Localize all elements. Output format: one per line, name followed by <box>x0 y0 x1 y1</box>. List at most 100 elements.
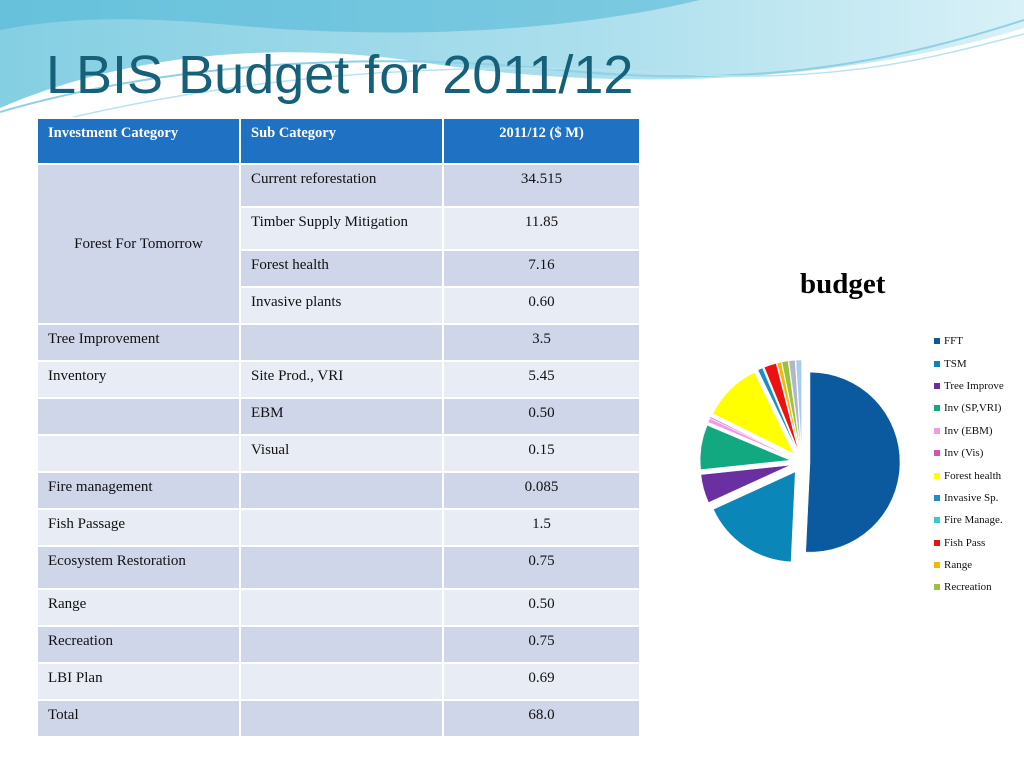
value-cell: 1.5 <box>442 508 641 547</box>
legend-item: Fish Pass <box>934 532 1024 554</box>
value-cell: 0.75 <box>442 625 641 664</box>
value-cell: 34.515 <box>442 163 641 208</box>
legend-label: Tree Improve <box>944 379 1004 392</box>
pie-slice-tsm <box>713 471 796 563</box>
pie-slice-tree-improve <box>700 464 791 503</box>
value-cell: 7.16 <box>442 249 641 288</box>
legend-swatch <box>934 450 940 457</box>
sub-category-cell: Timber Supply Mitigation <box>239 206 444 251</box>
value-cell: 5.45 <box>442 360 641 399</box>
legend-swatch <box>934 584 940 591</box>
table-row: Timber Supply Mitigation 11.85 <box>37 206 641 251</box>
legend-item: Tree Improve <box>934 375 1024 397</box>
legend-swatch <box>934 360 940 367</box>
legend-swatch <box>934 382 940 389</box>
legend-item: Inv (Vis) <box>934 442 1024 464</box>
table-row: Ecosystem Restoration 0.75 <box>36 545 641 590</box>
legend-swatch <box>934 517 940 524</box>
value-cell: 0.60 <box>442 286 641 325</box>
value-cell: 0.75 <box>442 545 641 590</box>
category-cell: LBI Plan <box>36 662 241 701</box>
pie-slice-fish-pass <box>763 363 799 451</box>
sub-category-cell: EBM <box>239 397 444 436</box>
table-header-row: Investment Category Sub Category 2011/12… <box>36 117 641 165</box>
header-wave-decoration <box>0 0 1024 126</box>
legend-label: Range <box>944 559 973 572</box>
table-row: Recreation 0.75 <box>36 625 641 664</box>
category-cell <box>36 397 241 436</box>
value-cell: 0.50 <box>442 397 641 436</box>
legend-swatch <box>934 427 940 434</box>
pie-slice-inv-vis <box>709 416 792 457</box>
chart-legend: FFT TSM Tree Improve Inv (SP,VRI) Inv (EBM) I… <box>934 330 1024 599</box>
legend-item: Forest health <box>934 464 1024 486</box>
pie-slice-lbi-plan <box>795 359 802 451</box>
sub-category-cell <box>239 545 444 590</box>
table-row: Inventory Site Prod., VRI 5.45 <box>36 360 641 399</box>
legend-item: TSM <box>934 352 1024 374</box>
table-row: Fire management 0.085 <box>36 471 641 510</box>
legend-item: Inv (EBM) <box>934 420 1024 442</box>
table-row: Tree Improvement 3.5 <box>36 323 641 362</box>
pie-slice-invasive-sp <box>757 367 798 452</box>
sub-category-cell: Invasive plants <box>239 286 444 325</box>
legend-item: Inv (SP,VRI) <box>934 397 1024 419</box>
sub-category-cell <box>239 588 444 627</box>
pie-slice-inv-ebm <box>707 418 792 458</box>
sub-category-cell <box>239 662 444 701</box>
sub-category-cell <box>239 471 444 510</box>
category-cell: Fire management <box>36 471 241 510</box>
sub-category-cell <box>239 625 444 664</box>
pie-slice-range <box>776 361 800 451</box>
total-value-cell: 68.0 <box>442 699 641 738</box>
value-cell: 0.50 <box>442 588 641 627</box>
table-row: LBI Plan 0.69 <box>36 662 641 701</box>
pie-slice-fire-manage <box>762 367 798 452</box>
legend-label: Fish Pass <box>944 536 986 549</box>
sub-category-cell <box>239 699 444 738</box>
category-cell: Ecosystem Restoration <box>36 545 241 590</box>
sub-category-cell: Visual <box>239 434 444 473</box>
sub-category-cell: Forest health <box>239 249 444 288</box>
value-cell: 11.85 <box>442 206 641 251</box>
category-cell <box>36 434 241 473</box>
header-sub-category: Sub Category <box>239 117 444 165</box>
value-cell: 0.69 <box>442 662 641 701</box>
legend-label: Fire Manage. <box>944 514 1003 527</box>
legend-label: Inv (EBM) <box>944 424 993 437</box>
pie-slice-eco-rest <box>788 359 802 451</box>
table-row: EBM 0.50 <box>36 397 641 436</box>
category-cell: Range <box>36 588 241 627</box>
pie-slice-fft <box>805 371 901 553</box>
sub-category-cell: Current reforestation <box>239 163 444 208</box>
value-cell: 3.5 <box>442 323 641 362</box>
legend-label: Forest health <box>944 469 1002 482</box>
table-row: Forest health 7.16 <box>37 249 641 288</box>
category-cell: Fish Passage <box>36 508 241 547</box>
legend-item: FFT <box>934 330 1024 352</box>
category-cell-merged: Forest For Tomorrow <box>36 163 241 325</box>
total-row: Total 68.0 <box>36 699 641 738</box>
value-cell: 0.085 <box>442 471 641 510</box>
category-cell: Recreation <box>36 625 241 664</box>
legend-swatch <box>934 338 940 345</box>
table-row: Range 0.50 <box>36 588 641 627</box>
chart-title: budget <box>800 268 886 300</box>
legend-swatch <box>934 562 940 569</box>
value-cell: 0.15 <box>442 434 641 473</box>
budget-pie-chart <box>699 359 901 563</box>
page-title: LBIS Budget for 2011/12 <box>46 45 634 105</box>
legend-swatch <box>934 472 940 479</box>
pie-slice-recreation <box>781 360 801 451</box>
table-row: Forest For Tomorrow Current reforestatio… <box>36 163 641 325</box>
legend-swatch <box>934 405 940 412</box>
table-row: Visual 0.15 <box>36 434 641 473</box>
legend-label: Inv (Vis) <box>944 447 984 460</box>
legend-label: Inv (SP,VRI) <box>944 402 1002 415</box>
legend-item: Invasive Sp. <box>934 487 1024 509</box>
budget-table: Investment Category Sub Category 2011/12… <box>36 117 641 738</box>
legend-label: Invasive Sp. <box>944 491 999 504</box>
sub-category-cell <box>239 508 444 547</box>
header-investment-category: Investment Category <box>36 117 241 165</box>
table-row: Fish Passage 1.5 <box>36 508 641 547</box>
